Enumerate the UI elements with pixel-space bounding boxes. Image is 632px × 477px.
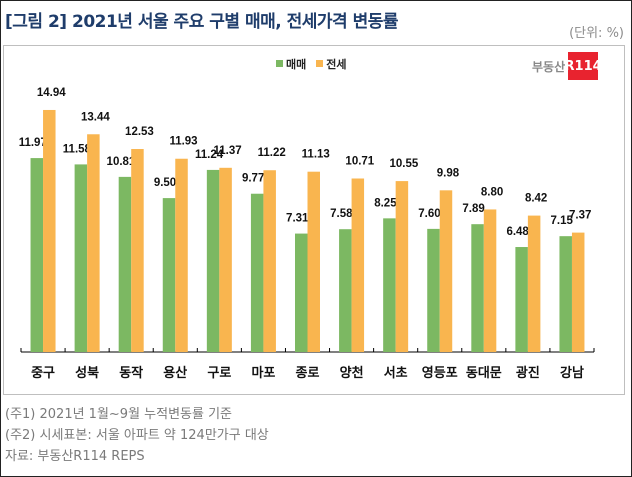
bar-jeonse bbox=[439, 190, 453, 352]
legend-swatch-sale bbox=[276, 60, 283, 67]
x-tick-label: 성북 bbox=[75, 366, 99, 381]
data-label-jeonse: 11.13 bbox=[302, 149, 330, 161]
data-label-sale: 7.60 bbox=[418, 208, 440, 220]
legend-label-jeonse: 전세 bbox=[326, 58, 347, 71]
data-label-sale: 7.31 bbox=[286, 213, 309, 225]
x-tick-label: 광진 bbox=[516, 365, 540, 381]
bar-jeonse bbox=[351, 178, 365, 352]
bar-jeonse bbox=[307, 171, 320, 352]
data-label-sale: 11.97 bbox=[19, 137, 47, 149]
bar-jeonse bbox=[571, 232, 585, 352]
data-label-jeonse: 7.37 bbox=[569, 210, 591, 222]
bar-jeonse bbox=[131, 149, 144, 352]
bar-chart: 11.97 14.94 중구 11.58 13.44 성북 10.81 12.53 동작 9.50… bbox=[19, 87, 595, 381]
data-label-sale: 8.25 bbox=[374, 197, 397, 209]
bar-jeonse bbox=[527, 215, 541, 352]
bar-sale bbox=[559, 236, 572, 352]
data-label-sale: 7.58 bbox=[330, 208, 353, 220]
bar-jeonse bbox=[483, 209, 497, 352]
data-label-sale: 7.15 bbox=[551, 215, 574, 227]
x-tick-label: 강남 bbox=[560, 365, 584, 381]
bar-sale bbox=[118, 176, 132, 352]
bar-jeonse bbox=[219, 167, 232, 352]
data-label-jeonse: 12.53 bbox=[125, 126, 154, 138]
bar-sale bbox=[162, 198, 176, 352]
data-label-sale: 11.58 bbox=[63, 143, 92, 155]
bar-sale bbox=[471, 224, 484, 352]
bar-jeonse bbox=[395, 181, 409, 352]
x-tick-label: 종로 bbox=[296, 366, 320, 381]
data-label-sale: 6.48 bbox=[506, 226, 529, 238]
data-label-jeonse: 11.37 bbox=[214, 145, 242, 157]
notes: (주1) 2021년 1월~9월 누적변동률 기준 (주2) 시세표본: 서울 … bbox=[5, 404, 269, 467]
x-tick-label: 동작 bbox=[119, 365, 143, 381]
bar-sale bbox=[295, 233, 308, 352]
bar-sale bbox=[206, 169, 220, 352]
bar-sale bbox=[339, 229, 352, 352]
data-label-sale: 11.24 bbox=[195, 149, 224, 161]
plot-area bbox=[3, 45, 625, 395]
x-tick-label: 구로 bbox=[207, 366, 231, 381]
bar-jeonse bbox=[263, 170, 276, 352]
data-label-sale: 9.50 bbox=[154, 177, 176, 189]
note-1: (주1) 2021년 1월~9월 누적변동률 기준 bbox=[5, 407, 233, 422]
x-tick-label: 영등포 bbox=[422, 366, 458, 381]
bar-jeonse bbox=[87, 134, 100, 352]
logo-text: 부동산 bbox=[532, 59, 566, 74]
bar-sale bbox=[427, 228, 440, 352]
bar-sale bbox=[30, 158, 44, 352]
x-tick-label: 용산 bbox=[163, 365, 187, 381]
r114-logo: 부동산 R114 bbox=[532, 52, 602, 80]
x-tick-label: 마포 bbox=[251, 365, 275, 381]
source-note: 자료: 부동산R114 REPS bbox=[5, 449, 145, 464]
legend-label-sale: 매매 bbox=[286, 58, 307, 71]
data-label-sale: 9.77 bbox=[242, 173, 264, 185]
x-tick-label: 동대문 bbox=[466, 366, 502, 381]
bar-sale bbox=[383, 218, 396, 352]
x-tick-label: 양천 bbox=[340, 366, 364, 381]
note-2: (주2) 시세표본: 서울 아파트 약 124만가구 대상 bbox=[5, 428, 269, 443]
bar-sale bbox=[250, 193, 264, 352]
data-label-jeonse: 8.42 bbox=[525, 193, 547, 205]
bar-jeonse bbox=[175, 158, 188, 352]
page-title: [그림 2] 2021년 서울 주요 구별 매매, 전세가격 변동률 bbox=[5, 12, 399, 32]
x-tick-label: 서초 bbox=[384, 366, 408, 381]
unit-label: (단위: %) bbox=[569, 26, 624, 41]
data-label-jeonse: 14.94 bbox=[37, 87, 66, 99]
bar-sale bbox=[74, 164, 88, 352]
data-label-jeonse: 9.98 bbox=[437, 167, 460, 179]
legend-item-jeonse: 전세 bbox=[316, 56, 347, 72]
data-label-jeonse: 11.93 bbox=[169, 136, 197, 148]
x-tick-label: 중구 bbox=[31, 366, 55, 381]
bar-jeonse bbox=[43, 109, 56, 352]
data-label-sale: 10.81 bbox=[107, 156, 136, 168]
logo-badge: R114 bbox=[565, 52, 602, 80]
data-label-sale: 7.89 bbox=[462, 203, 484, 215]
legend-swatch-jeonse bbox=[316, 60, 324, 67]
data-label-jeonse: 10.55 bbox=[390, 158, 419, 170]
data-label-jeonse: 10.71 bbox=[345, 155, 374, 167]
bar-sale bbox=[515, 247, 528, 352]
data-label-jeonse: 13.44 bbox=[81, 111, 110, 123]
legend-item-sale: 매매 bbox=[276, 56, 306, 72]
data-label-jeonse: 11.22 bbox=[258, 147, 286, 159]
data-label-jeonse: 8.80 bbox=[481, 186, 503, 198]
legend: 매매 전세 bbox=[276, 56, 347, 72]
